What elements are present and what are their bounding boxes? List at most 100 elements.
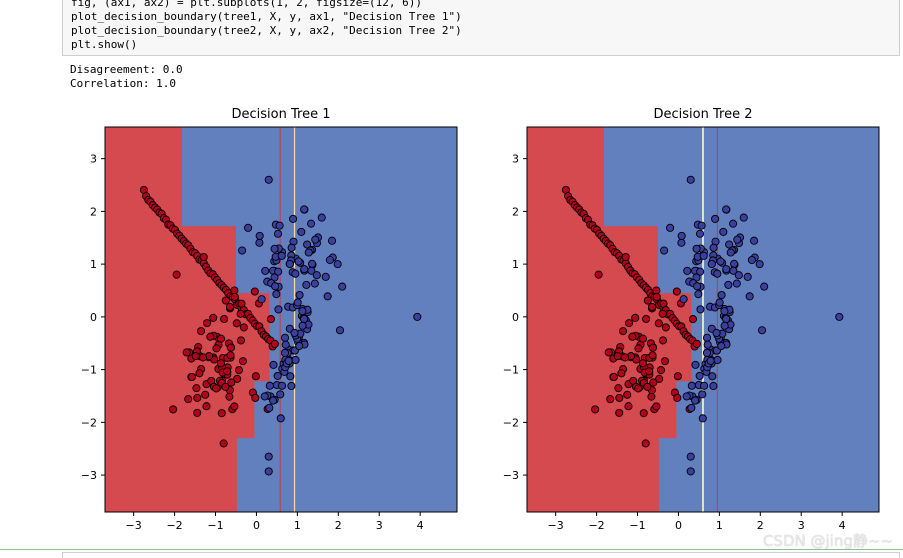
- red-point: [222, 367, 232, 376]
- blue-point: [683, 266, 692, 275]
- blue-point: [739, 213, 748, 222]
- red-point: [266, 315, 276, 324]
- blue-point: [700, 381, 709, 390]
- blue-point: [706, 356, 715, 365]
- blue-point: [717, 290, 726, 300]
- red-point: [226, 343, 236, 352]
- red-point: [270, 339, 279, 348]
- x-tick-label: 0: [253, 519, 260, 532]
- blue-point: [300, 265, 309, 274]
- red-point: [594, 270, 603, 279]
- red-point: [195, 369, 204, 378]
- red-point: [251, 372, 260, 381]
- red-point: [225, 392, 234, 401]
- blue-point: [713, 269, 722, 278]
- blue-point: [276, 414, 285, 423]
- blue-point: [709, 381, 718, 391]
- blue-point: [327, 236, 337, 245]
- blue-point: [264, 467, 273, 476]
- red-point: [634, 344, 643, 353]
- blue-point: [255, 238, 264, 247]
- blue-point: [274, 267, 283, 276]
- blue-point: [285, 259, 294, 269]
- red-point: [193, 408, 202, 417]
- blue-point: [693, 282, 702, 291]
- red-point: [236, 309, 245, 318]
- blue-point: [269, 360, 278, 369]
- y-tick-label: 2: [512, 205, 519, 218]
- blue-point: [709, 243, 718, 252]
- red-point: [643, 296, 652, 305]
- y-tick-label: −2: [81, 416, 97, 429]
- red-point: [672, 287, 681, 296]
- red-point: [192, 384, 201, 393]
- red-point: [688, 315, 698, 324]
- red-point: [212, 344, 221, 353]
- red-point: [201, 390, 210, 399]
- red-point: [591, 405, 600, 414]
- blue-point: [265, 381, 274, 390]
- red-point: [234, 366, 244, 375]
- red-point: [628, 332, 637, 341]
- blue-point: [287, 243, 296, 252]
- blue-point: [722, 314, 731, 324]
- blue-point: [699, 251, 708, 260]
- blue-point: [757, 326, 767, 335]
- red-point: [250, 287, 259, 296]
- x-tick-label: 3: [376, 519, 383, 532]
- red-point: [614, 384, 623, 393]
- blue-point: [691, 360, 700, 369]
- red-region: [105, 127, 270, 512]
- blue-point: [307, 219, 316, 228]
- x-tick-label: −3: [126, 519, 142, 532]
- blue-point: [677, 231, 686, 240]
- x-tick-label: 1: [294, 519, 301, 532]
- y-tick-label: 2: [90, 205, 97, 218]
- blue-point: [287, 381, 296, 391]
- blue-point: [284, 356, 293, 365]
- cell-output: Disagreement: 0.0 Correlation: 1.0: [70, 63, 183, 91]
- blue-point: [687, 381, 696, 390]
- red-point: [655, 374, 664, 383]
- blue-point: [273, 371, 282, 380]
- x-tick-label: 1: [716, 519, 723, 532]
- chart-title-2: Decision Tree 2: [653, 107, 753, 122]
- red-point: [648, 343, 658, 352]
- x-tick-label: 4: [839, 519, 846, 532]
- blue-point: [312, 271, 321, 280]
- blue-point: [724, 280, 733, 289]
- blue-point: [720, 321, 729, 330]
- red-point: [647, 392, 656, 401]
- red-point: [631, 313, 640, 322]
- blue-point: [691, 396, 700, 405]
- blue-point: [702, 333, 712, 342]
- blue-point: [238, 246, 247, 255]
- blue-point: [269, 396, 278, 405]
- blue-point: [272, 290, 281, 299]
- blue-point: [325, 255, 334, 265]
- blue-point: [695, 371, 704, 380]
- red-point: [202, 402, 211, 411]
- blue-point: [264, 175, 273, 184]
- blue-point: [711, 214, 720, 223]
- blue-point: [265, 403, 274, 412]
- red-point: [673, 372, 682, 381]
- blue-point: [755, 260, 764, 269]
- red-point: [648, 351, 657, 360]
- blue-point: [308, 259, 317, 268]
- red-point: [659, 299, 668, 308]
- red-point: [652, 292, 661, 301]
- blue-point: [291, 355, 300, 365]
- blue-point: [695, 229, 705, 238]
- red-point: [644, 367, 654, 376]
- next-cell[interactable]: [62, 552, 900, 558]
- code-cell[interactable]: fig, (ax1, ax2) = plt.subplots(1, 2, fig…: [62, 0, 900, 56]
- red-point: [212, 384, 221, 393]
- red-point: [230, 402, 239, 411]
- blue-point: [273, 229, 283, 238]
- y-tick-label: −1: [503, 364, 519, 377]
- y-tick-label: −1: [81, 364, 97, 377]
- output-correlation: Correlation: 1.0: [70, 77, 176, 90]
- red-point: [643, 382, 652, 391]
- red-point: [232, 319, 241, 328]
